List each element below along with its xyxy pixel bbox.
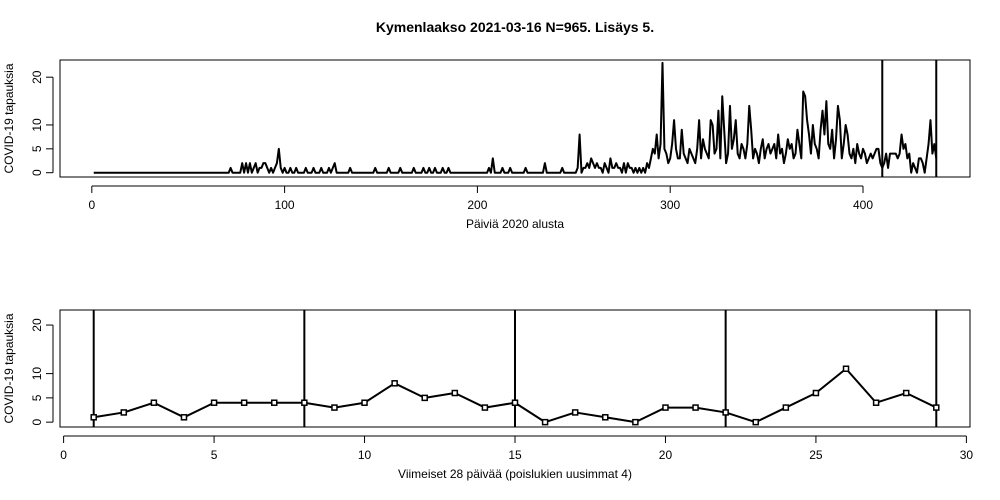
x-tick-label: 25 [809,448,823,462]
data-line [93,61,938,174]
data-point [571,409,579,416]
data-point [933,404,940,411]
y-tick-label: 10 [30,118,44,132]
y-tick-label: 20 [30,70,44,84]
data-point [301,399,308,406]
y-tick-label: 10 [30,367,44,381]
data-point [842,365,850,372]
data-point [632,418,639,426]
data-point [541,418,549,426]
data-point [150,399,158,406]
data-point [240,399,248,406]
x-tick-label: 5 [211,448,218,462]
data-point [210,399,218,406]
y-axis-label: COVID-19 tapauksia [2,313,16,423]
x-tick-label: 300 [660,198,680,212]
data-point [271,399,278,406]
data-point [872,399,880,406]
chart-title: Kymenlaakso 2021-03-16 N=965. Lisäys 5. [376,19,654,35]
data-point [722,409,729,416]
data-point [391,380,398,387]
y-tick-label: 0 [30,169,44,176]
x-axis-label: Viimeiset 28 päivää (poislukien uusimmat… [398,467,632,481]
x-tick-label: 20 [659,448,673,462]
data-point [90,414,97,421]
data-point [692,404,699,411]
data-point [120,409,128,416]
x-tick-label: 0 [88,198,95,212]
x-tick-label: 400 [853,198,873,212]
data-point [511,399,519,406]
x-tick-label: 15 [508,448,522,462]
x-axis-label: Päiviä 2020 alusta [466,217,564,231]
data-point [602,414,609,421]
data-point [782,404,790,411]
data-point [421,394,428,402]
plot-box [59,59,971,178]
x-tick-label: 30 [960,448,974,462]
data-point [451,389,459,397]
data-point [902,389,910,397]
data-point [180,414,188,421]
y-tick-label: 20 [30,318,44,332]
data-point [752,418,759,426]
x-tick-label: 10 [358,448,372,462]
x-tick-label: 200 [467,198,487,212]
y-axis-label: COVID-19 tapauksia [2,63,16,173]
data-point [812,389,820,397]
x-tick-label: 0 [60,448,67,462]
data-point [361,399,368,406]
data-point [481,404,489,411]
y-tick-label: 0 [30,418,44,425]
data-point [331,404,338,411]
data-point [662,404,669,411]
y-tick-label: 5 [30,145,44,152]
y-tick-label: 5 [30,394,44,401]
x-tick-label: 100 [275,198,295,212]
